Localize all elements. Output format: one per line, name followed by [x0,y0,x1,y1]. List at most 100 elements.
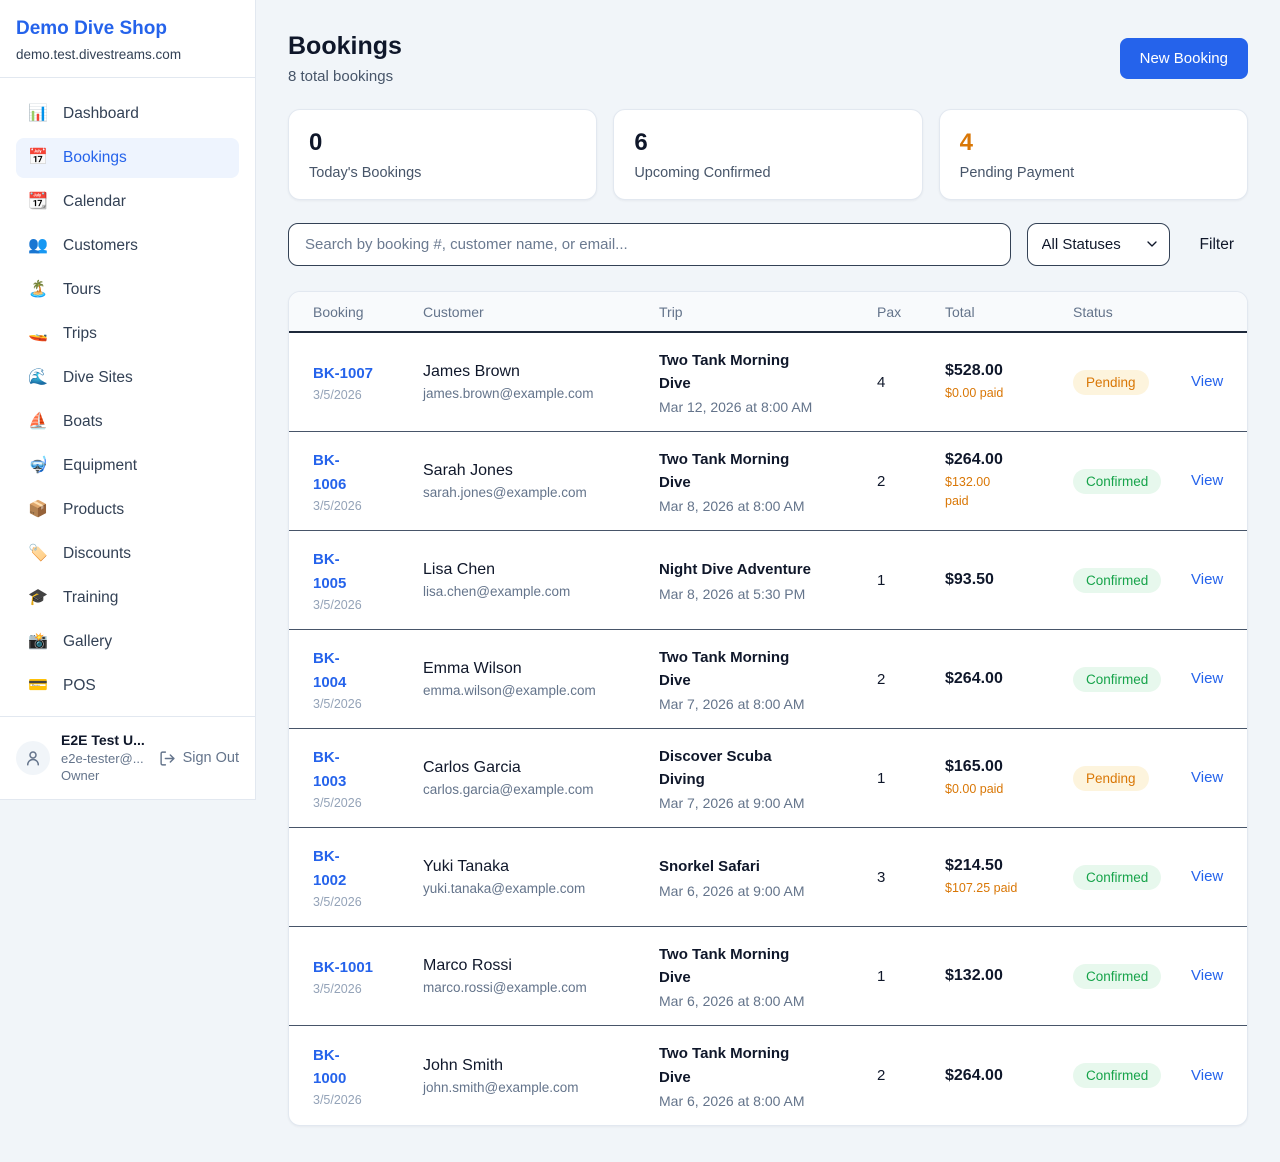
sidebar-item-label: Equipment [63,457,138,474]
total-cell: $132.00 [945,967,1073,985]
status-cell: Confirmed [1073,1063,1191,1088]
sidebar-item-training[interactable]: 🎓 Training [16,578,239,618]
sidebar-item-products[interactable]: 📦 Products [16,490,239,530]
booking-number-link[interactable]: BK-1007 [313,364,374,382]
actions-cell: View [1191,769,1223,787]
sidebar-item-pos[interactable]: 💳 POS [16,666,239,706]
total-cell: $214.50 $107.25 paid [945,857,1073,898]
booking-date: 3/5/2026 [313,1093,362,1108]
booking-number-link[interactable]: BK- 1002 [313,848,347,889]
sidebar-item-label: Gallery [63,633,113,650]
trip-name: Night Dive Adventure [659,561,811,579]
trip-cell: Two Tank Morning Dive Mar 8, 2026 at 8:0… [659,448,877,515]
sidebar-item-discounts[interactable]: 🏷️ Discounts [16,534,239,574]
status-badge: Confirmed [1073,1063,1162,1088]
paid-amount: $132.00 paid [945,475,991,508]
sidebar-item-label: Tours [63,281,101,298]
total-cell: $93.50 [945,571,1073,589]
view-link[interactable]: View [1191,1066,1224,1084]
filter-button[interactable]: Filter [1186,236,1248,254]
actions-cell: View [1191,868,1223,886]
table-header-row: Booking Customer Trip Pax Total Status [289,292,1247,333]
booking-date: 3/5/2026 [313,388,362,403]
table-row: BK- 1003 3/5/2026 Carlos Garcia carlos.g… [289,729,1247,828]
customer-cell: Carlos Garcia carlos.garcia@example.com [423,759,659,797]
booking-number-link[interactable]: BK- 1006 [313,452,347,493]
paid-amount: $0.00 paid [945,385,1004,400]
actions-cell: View [1191,571,1223,589]
search-input[interactable] [288,223,1011,266]
table-row: BK- 1006 3/5/2026 Sarah Jones sarah.jone… [289,432,1247,531]
sidebar-item-equipment[interactable]: 🤿 Equipment [16,446,239,486]
view-link[interactable]: View [1191,670,1224,687]
booking-number-link[interactable]: BK- 1004 [313,650,347,691]
status-cell: Pending [1073,369,1191,395]
trip-cell: Night Dive Adventure Mar 8, 2026 at 5:30… [659,558,877,601]
pax-count: 1 [877,769,886,787]
sidebar-item-gallery[interactable]: 📸 Gallery [16,622,239,662]
view-link[interactable]: View [1191,472,1224,489]
user-meta: E2E Test U... e2e-tester@... Owner [61,731,148,785]
sidebar-item-tours[interactable]: 🏝️ Tours [16,270,239,310]
customer-email: yuki.tanaka@example.com [423,881,586,896]
pax-count: 1 [877,967,886,985]
status-badge: Confirmed [1073,666,1162,692]
view-link[interactable]: View [1191,967,1224,984]
calendar-date-icon: 📅 [28,149,48,166]
customer-name: Marco Rossi [423,957,512,974]
stat-card-upcoming-confirmed: 6 Upcoming Confirmed [613,109,923,200]
sidebar-item-dashboard[interactable]: 📊 Dashboard [16,94,239,134]
customer-cell: Emma Wilson emma.wilson@example.com [423,660,659,698]
sidebar-item-trips[interactable]: 🚤 Trips [16,314,239,354]
trip-datetime: Mar 6, 2026 at 8:00 AM [659,1092,805,1109]
column-header-status: Status [1073,303,1113,320]
trip-datetime: Mar 7, 2026 at 8:00 AM [659,696,805,713]
booking-number-link[interactable]: BK- 1005 [313,551,347,592]
booking-number-link[interactable]: BK-1001 [313,958,374,976]
status-cell: Confirmed [1073,468,1191,494]
sidebar-item-dive-sites[interactable]: 🌊 Dive Sites [16,358,239,398]
sign-out-button[interactable]: Sign Out [159,750,239,767]
booking-number-link[interactable]: BK- 1000 [313,1046,347,1087]
customer-email: emma.wilson@example.com [423,683,596,698]
bookings-table: Booking Customer Trip Pax Total Status B… [288,291,1248,1126]
sign-out-label: Sign Out [182,750,239,766]
view-link[interactable]: View [1191,868,1224,885]
new-booking-button[interactable]: New Booking [1119,38,1248,79]
trip-name: Two Tank Morning Dive [659,450,790,491]
sidebar-item-label: Products [63,501,125,518]
trip-cell: Two Tank Morning Dive Mar 6, 2026 at 8:0… [659,943,877,1010]
view-link[interactable]: View [1191,769,1224,786]
view-link[interactable]: View [1191,373,1224,390]
status-cell: Confirmed [1073,567,1191,593]
sidebar-item-label: Dashboard [63,105,139,122]
table-row: BK- 1005 3/5/2026 Lisa Chen lisa.chen@ex… [289,531,1247,630]
trip-name: Two Tank Morning Dive [659,351,790,392]
sign-out-icon [159,750,175,766]
customer-email: sarah.jones@example.com [423,485,587,500]
sidebar-item-calendar[interactable]: 📆 Calendar [16,182,239,222]
status-badge: Confirmed [1073,864,1162,890]
stat-card-todays-bookings: 0 Today's Bookings [288,109,598,200]
sidebar-item-customers[interactable]: 👥 Customers [16,226,239,266]
booking-cell: BK- 1004 3/5/2026 [313,647,423,711]
status-filter-select[interactable]: All Statuses [1026,223,1170,266]
booking-date: 3/5/2026 [313,894,362,909]
view-link[interactable]: View [1191,571,1224,588]
total-cell: $264.00 [945,670,1073,688]
customer-email: lisa.chen@example.com [423,584,571,599]
customer-cell: Marco Rossi marco.rossi@example.com [423,957,659,995]
booking-cell: BK- 1005 3/5/2026 [313,548,423,612]
table-row: BK- 1000 3/5/2026 John Smith john.smith@… [289,1026,1247,1125]
booking-cell: BK- 1000 3/5/2026 [313,1044,423,1108]
booking-date: 3/5/2026 [313,696,362,711]
sidebar-nav: 📊 Dashboard 📅 Bookings 📆 Calendar 👥 Cust… [0,78,255,706]
sidebar-item-boats[interactable]: ⛵ Boats [16,402,239,442]
booking-date: 3/5/2026 [313,597,362,612]
actions-cell: View [1191,1067,1223,1085]
sidebar-item-bookings[interactable]: 📅 Bookings [16,138,239,178]
sidebar-footer: E2E Test U... e2e-tester@... Owner Sign … [0,716,255,799]
stat-value: 0 [309,129,323,156]
total-amount: $264.00 [945,451,1003,469]
booking-number-link[interactable]: BK- 1003 [313,749,347,790]
